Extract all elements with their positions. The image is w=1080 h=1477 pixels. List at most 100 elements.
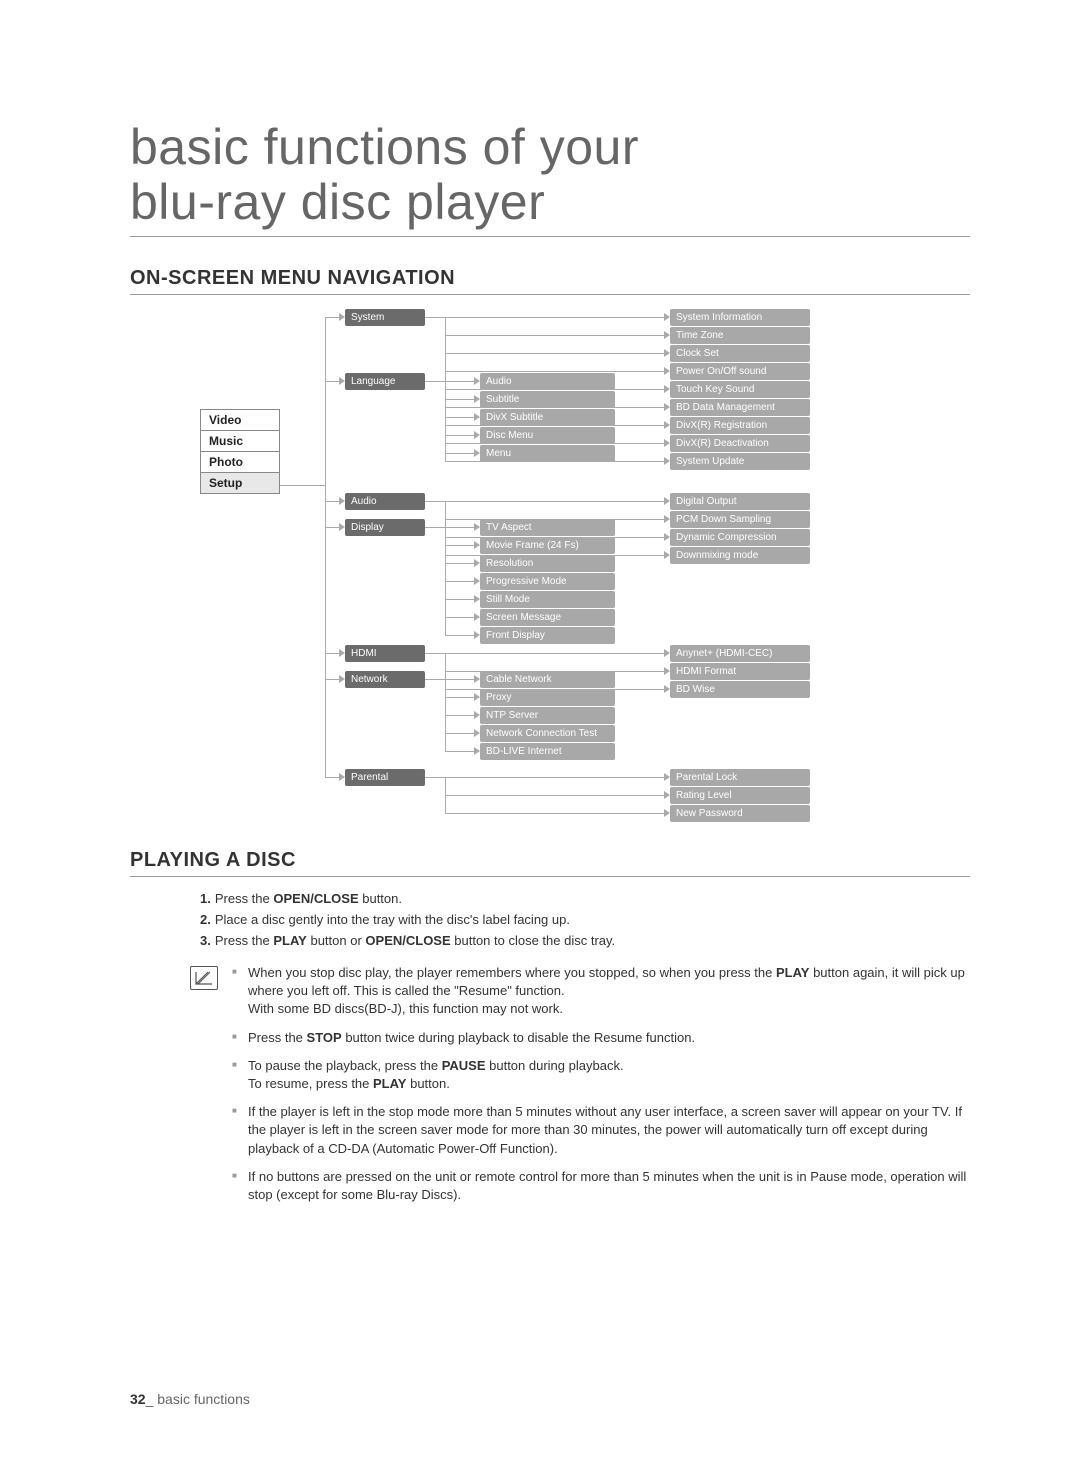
tree-edge — [445, 353, 664, 354]
arrow-icon — [474, 711, 480, 719]
tree-node: Downmixing mode — [670, 547, 810, 564]
tree-edge — [445, 689, 664, 690]
step-item: 3.Press the PLAY button or OPEN/CLOSE bu… — [200, 933, 970, 948]
tree-node: Language — [345, 373, 425, 390]
tree-node: Display — [345, 519, 425, 536]
tree-edge — [445, 317, 664, 318]
tree-edge — [445, 795, 664, 796]
tree-edge — [425, 777, 445, 778]
tree-edge — [445, 501, 664, 502]
footer-label: basic functions — [153, 1391, 250, 1407]
tree-edge — [325, 317, 339, 318]
note-item: If the player is left in the stop mode m… — [232, 1103, 970, 1158]
tree-node: Menu — [480, 445, 615, 462]
arrow-icon — [664, 439, 670, 447]
tree-node: Clock Set — [670, 345, 810, 362]
tree-node: BD Wise — [670, 681, 810, 698]
tree-node: PCM Down Sampling — [670, 511, 810, 528]
tree-edge — [445, 417, 474, 418]
section-heading-play: PLAYING A DISC — [130, 849, 970, 877]
tree-edge — [425, 317, 445, 318]
note-icon — [190, 966, 218, 990]
arrow-icon — [474, 595, 480, 603]
tree-edge — [425, 501, 445, 502]
tree-node: DivX(R) Deactivation — [670, 435, 810, 452]
tree-node: Subtitle — [480, 391, 615, 408]
tree-edge — [445, 399, 474, 400]
main-menu-item: Music — [201, 431, 279, 452]
arrow-icon — [664, 685, 670, 693]
tree-node: Digital Output — [670, 493, 810, 510]
tree-edge — [280, 485, 325, 486]
main-menu-item: Setup — [201, 473, 279, 493]
tree-edge — [445, 715, 474, 716]
tree-node: System Information — [670, 309, 810, 326]
tree-edge — [445, 537, 664, 538]
note-item: If no buttons are pressed on the unit or… — [232, 1168, 970, 1204]
arrow-icon — [664, 421, 670, 429]
arrow-icon — [664, 403, 670, 411]
tree-edge — [445, 519, 664, 520]
tree-edge — [325, 777, 339, 778]
tree-edge — [445, 407, 664, 408]
tree-edge — [445, 751, 474, 752]
tree-node: Parental Lock — [670, 769, 810, 786]
tree-node: Anynet+ (HDMI-CEC) — [670, 645, 810, 662]
arrow-icon — [474, 613, 480, 621]
tree-edge — [445, 371, 664, 372]
tree-node: Front Display — [480, 627, 615, 644]
title-line-1: basic functions of your — [130, 119, 639, 175]
tree-node: TV Aspect — [480, 519, 615, 536]
main-menu-box: VideoMusicPhotoSetup — [200, 409, 280, 494]
arrow-icon — [474, 559, 480, 567]
arrow-icon — [339, 773, 345, 781]
arrow-icon — [664, 773, 670, 781]
arrow-icon — [474, 377, 480, 385]
tree-node: NTP Server — [480, 707, 615, 724]
tree-edge — [325, 317, 326, 777]
tree-edge — [325, 653, 339, 654]
arrow-icon — [664, 649, 670, 657]
arrow-icon — [339, 675, 345, 683]
tree-edge — [425, 679, 445, 680]
tree-node: Dynamic Compression — [670, 529, 810, 546]
tree-edge — [445, 563, 474, 564]
arrow-icon — [474, 431, 480, 439]
tree-node: DivX Subtitle — [480, 409, 615, 426]
arrow-icon — [474, 729, 480, 737]
arrow-icon — [339, 523, 345, 531]
arrow-icon — [339, 497, 345, 505]
tree-edge — [445, 679, 474, 680]
arrow-icon — [474, 413, 480, 421]
tree-edge — [445, 461, 664, 462]
tree-node: Rating Level — [670, 787, 810, 804]
note-item: Press the STOP button twice during playb… — [232, 1029, 970, 1047]
note-item: To pause the playback, press the PAUSE b… — [232, 1057, 970, 1093]
main-menu-item: Video — [201, 410, 279, 431]
tree-edge — [445, 389, 664, 390]
arrow-icon — [474, 747, 480, 755]
tree-node: Movie Frame (24 Fs) — [480, 537, 615, 554]
arrow-icon — [664, 791, 670, 799]
steps-list: 1.Press the OPEN/CLOSE button.2.Place a … — [130, 891, 970, 948]
step-item: 2.Place a disc gently into the tray with… — [200, 912, 970, 927]
arrow-icon — [664, 457, 670, 465]
tree-node: HDMI — [345, 645, 425, 662]
arrow-icon — [664, 331, 670, 339]
arrow-icon — [474, 577, 480, 585]
arrow-icon — [474, 675, 480, 683]
tree-node: DivX(R) Registration — [670, 417, 810, 434]
tree-edge — [445, 335, 664, 336]
arrow-icon — [474, 395, 480, 403]
tree-edge — [445, 777, 664, 778]
tree-node: Power On/Off sound — [670, 363, 810, 380]
tree-edge — [445, 443, 664, 444]
page-footer: 32_ basic functions — [130, 1391, 250, 1407]
tree-edge — [445, 453, 474, 454]
tree-edge — [445, 581, 474, 582]
arrow-icon — [664, 367, 670, 375]
tree-edge — [445, 635, 474, 636]
arrow-icon — [664, 313, 670, 321]
title-line-2: blu-ray disc player — [130, 174, 545, 230]
tree-edge — [445, 653, 664, 654]
